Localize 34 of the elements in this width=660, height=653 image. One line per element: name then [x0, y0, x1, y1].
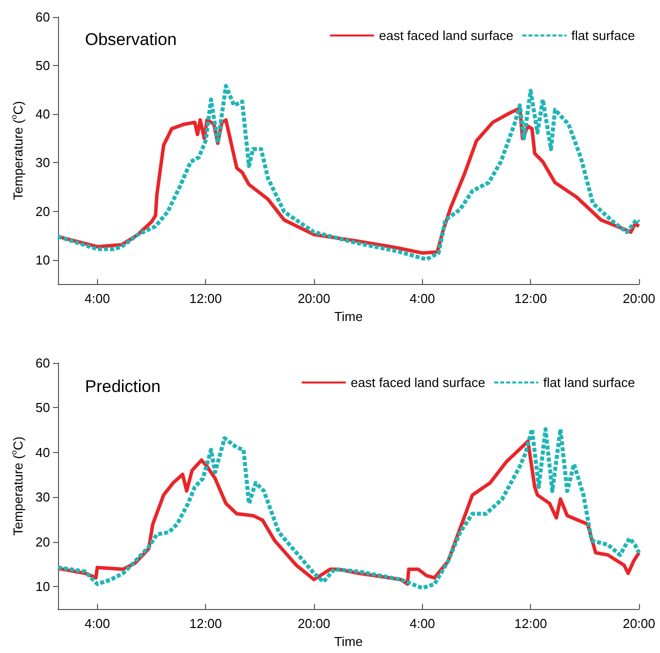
legend-label: east faced land surface	[350, 375, 486, 390]
x-tick-label: 4:00	[84, 291, 110, 306]
x-axis-title: Time	[334, 309, 363, 324]
y-tick-label: 10	[36, 252, 50, 268]
x-tick-label: 4:00	[410, 291, 435, 306]
y-tick-label: 60	[36, 10, 50, 24]
y-tick-label: 20	[36, 204, 50, 219]
x-tick-label: 12:00	[189, 291, 222, 306]
y-tick-label: 50	[36, 58, 50, 74]
x-tick-label: 12:00	[514, 616, 547, 632]
x-tick-label: 20:00	[298, 616, 330, 632]
x-axis-title: Time	[334, 634, 363, 649]
y-tick-label: 60	[36, 356, 50, 370]
x-tick-label: 20:00	[298, 291, 330, 306]
x-tick-label: 12:00	[514, 291, 547, 306]
y-tick-label: 20	[36, 534, 50, 550]
y-tick-label: 10	[36, 579, 50, 594]
legend-label: east faced land surface	[379, 28, 514, 43]
text: Observation	[85, 30, 177, 49]
x-tick-label: 4:00	[84, 616, 110, 632]
x-tick-label: 20:00	[622, 616, 656, 632]
y-axis-title: Temperature (oC)	[10, 436, 26, 536]
x-tick-label: 12:00	[189, 616, 222, 632]
y-tick-label: 30	[36, 490, 50, 505]
x-tick-label: 20:00	[622, 291, 656, 306]
text: Prediction	[85, 377, 161, 396]
y-tick-label: 40	[36, 106, 50, 122]
legend-label: flat land surface	[543, 375, 636, 390]
x-tick-label: 4:00	[410, 616, 435, 632]
y-tick-label: 30	[36, 155, 50, 170]
y-tick-label: 50	[36, 400, 50, 416]
y-tick-label: 40	[36, 444, 50, 460]
legend-label: flat surface	[571, 28, 636, 43]
y-axis-title: Temperature (oC)	[10, 101, 26, 200]
